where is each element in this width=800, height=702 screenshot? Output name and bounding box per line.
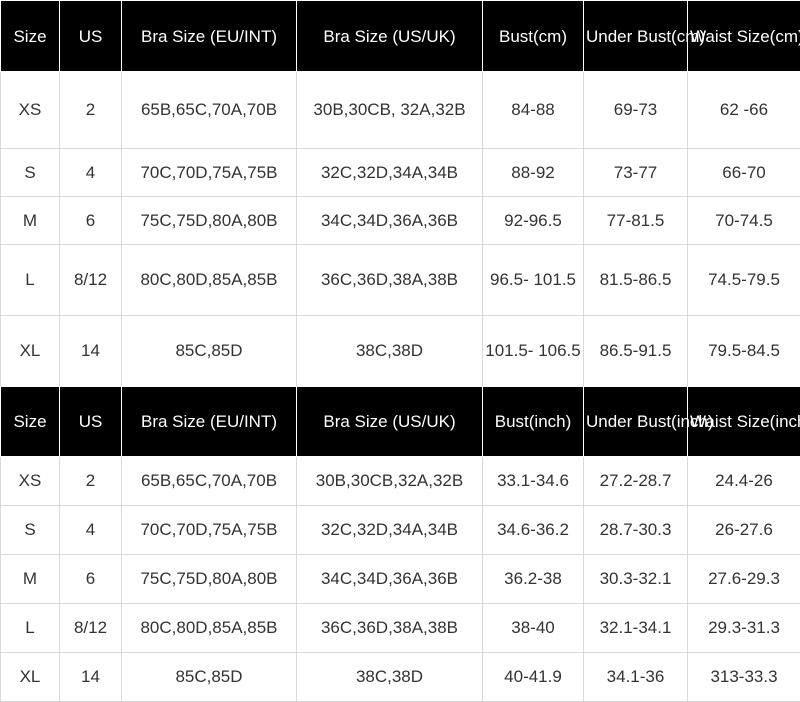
cell-bust: 33.1-34.6	[482, 456, 584, 506]
cell-bra-us: 38C,38D	[296, 315, 483, 387]
cell-bra-eu: 70C,70D,75A,75B	[121, 505, 297, 555]
cell-bust: 40-41.9	[482, 652, 584, 702]
cell-bust: 92-96.5	[482, 196, 584, 245]
cell-size: XL	[0, 315, 60, 387]
cell-size: S	[0, 148, 60, 197]
cell-size: L	[0, 603, 60, 653]
cell-bust: 88-92	[482, 148, 584, 197]
cell-under-bust: 30.3-32.1	[583, 554, 688, 604]
cell-bra-us: 30B,30CB,32A,32B	[296, 456, 483, 506]
cell-waist: 66-70	[687, 148, 800, 197]
table-row: XS 2 65B,65C,70A,70B 30B,30CB,32A,32B 33…	[0, 456, 800, 506]
cell-under-bust: 28.7-30.3	[583, 505, 688, 555]
size-chart-inch-table: Size US Bra Size (EU/INT) Bra Size (US/U…	[0, 386, 800, 702]
cell-bust: 38-40	[482, 603, 584, 653]
header-waist-size-inch: Waist Size(inch)	[687, 386, 800, 457]
header-under-bust-inch: Under Bust(inch)	[583, 386, 714, 457]
cell-size: XS	[0, 456, 60, 506]
cell-under-bust: 73-77	[583, 148, 688, 197]
header-under-bust-cm: Under Bust(cm)	[583, 0, 705, 72]
cell-size: XL	[0, 652, 60, 702]
cell-under-bust: 86.5-91.5	[583, 315, 688, 387]
cell-us: 4	[59, 148, 122, 197]
cell-bust: 101.5- 106.5	[482, 315, 584, 387]
cell-bra-eu: 65B,65C,70A,70B	[121, 456, 297, 506]
header-bra-size-us-uk: Bra Size (US/UK)	[296, 386, 483, 457]
header-us: US	[59, 386, 122, 457]
cell-bra-us: 36C,36D,38A,38B	[296, 244, 483, 316]
cell-bra-us: 30B,30CB, 32A,32B	[296, 71, 483, 149]
cell-waist: 70-74.5	[687, 196, 800, 245]
table-row: XS 2 65B,65C,70A,70B 30B,30CB, 32A,32B 8…	[0, 71, 800, 149]
cell-under-bust: 81.5-86.5	[583, 244, 688, 316]
cell-under-bust: 77-81.5	[583, 196, 688, 245]
cell-waist: 29.3-31.3	[687, 603, 800, 653]
table-row: XL 14 85C,85D 38C,38D 40-41.9 34.1-36 31…	[0, 652, 800, 702]
cell-bra-eu: 65B,65C,70A,70B	[121, 71, 297, 149]
table-row: M 6 75C,75D,80A,80B 34C,34D,36A,36B 92-9…	[0, 196, 800, 245]
header-bra-size-eu-int: Bra Size (EU/INT)	[121, 386, 297, 457]
table-header-row: Size US Bra Size (EU/INT) Bra Size (US/U…	[0, 386, 800, 457]
header-size: Size	[0, 386, 60, 457]
cell-us: 6	[59, 196, 122, 245]
cell-us: 8/12	[59, 603, 122, 653]
cell-bust: 34.6-36.2	[482, 505, 584, 555]
cell-bra-eu: 80C,80D,85A,85B	[121, 603, 297, 653]
cell-size: XS	[0, 71, 60, 149]
cell-bra-eu: 80C,80D,85A,85B	[121, 244, 297, 316]
cell-bra-us: 34C,34D,36A,36B	[296, 196, 483, 245]
cell-us: 2	[59, 456, 122, 506]
cell-us: 8/12	[59, 244, 122, 316]
table-row: S 4 70C,70D,75A,75B 32C,32D,34A,34B 34.6…	[0, 505, 800, 555]
cell-waist: 26-27.6	[687, 505, 800, 555]
cell-waist: 74.5-79.5	[687, 244, 800, 316]
cell-bra-eu: 70C,70D,75A,75B	[121, 148, 297, 197]
cell-size: S	[0, 505, 60, 555]
size-chart-cm-table: Size US Bra Size (EU/INT) Bra Size (US/U…	[0, 0, 800, 387]
header-waist-size-cm: Waist Size(cm)	[687, 0, 800, 72]
cell-waist: 24.4-26	[687, 456, 800, 506]
cell-under-bust: 34.1-36	[583, 652, 688, 702]
header-size: Size	[0, 0, 60, 72]
cell-size: L	[0, 244, 60, 316]
header-bra-size-us-uk: Bra Size (US/UK)	[296, 0, 483, 72]
cell-size: M	[0, 196, 60, 245]
cell-under-bust: 69-73	[583, 71, 688, 149]
cell-bra-us: 34C,34D,36A,36B	[296, 554, 483, 604]
cell-waist: 27.6-29.3	[687, 554, 800, 604]
cell-size: M	[0, 554, 60, 604]
cell-bra-eu: 85C,85D	[121, 315, 297, 387]
cell-bra-eu: 85C,85D	[121, 652, 297, 702]
table-row: L 8/12 80C,80D,85A,85B 36C,36D,38A,38B 9…	[0, 244, 800, 316]
table-row: M 6 75C,75D,80A,80B 34C,34D,36A,36B 36.2…	[0, 554, 800, 604]
header-bust-inch: Bust(inch)	[482, 386, 584, 457]
cell-us: 2	[59, 71, 122, 149]
cell-bust: 36.2-38	[482, 554, 584, 604]
cell-under-bust: 32.1-34.1	[583, 603, 688, 653]
cell-bra-us: 38C,38D	[296, 652, 483, 702]
cell-bra-eu: 75C,75D,80A,80B	[121, 196, 297, 245]
cell-bra-us: 36C,36D,38A,38B	[296, 603, 483, 653]
table-header-row: Size US Bra Size (EU/INT) Bra Size (US/U…	[0, 0, 800, 72]
cell-waist: 313-33.3	[687, 652, 800, 702]
cell-us: 6	[59, 554, 122, 604]
cell-us: 4	[59, 505, 122, 555]
cell-bra-us: 32C,32D,34A,34B	[296, 148, 483, 197]
cell-us: 14	[59, 652, 122, 702]
cell-waist: 62 -66	[687, 71, 800, 149]
table-row: XL 14 85C,85D 38C,38D 101.5- 106.5 86.5-…	[0, 315, 800, 387]
header-bust-cm: Bust(cm)	[482, 0, 584, 72]
cell-waist: 79.5-84.5	[687, 315, 800, 387]
header-us: US	[59, 0, 122, 72]
cell-under-bust: 27.2-28.7	[583, 456, 688, 506]
cell-us: 14	[59, 315, 122, 387]
cell-bust: 96.5- 101.5	[482, 244, 584, 316]
cell-bust: 84-88	[482, 71, 584, 149]
cell-bra-us: 32C,32D,34A,34B	[296, 505, 483, 555]
table-row: L 8/12 80C,80D,85A,85B 36C,36D,38A,38B 3…	[0, 603, 800, 653]
header-bra-size-eu-int: Bra Size (EU/INT)	[121, 0, 297, 72]
table-row: S 4 70C,70D,75A,75B 32C,32D,34A,34B 88-9…	[0, 148, 800, 197]
cell-bra-eu: 75C,75D,80A,80B	[121, 554, 297, 604]
